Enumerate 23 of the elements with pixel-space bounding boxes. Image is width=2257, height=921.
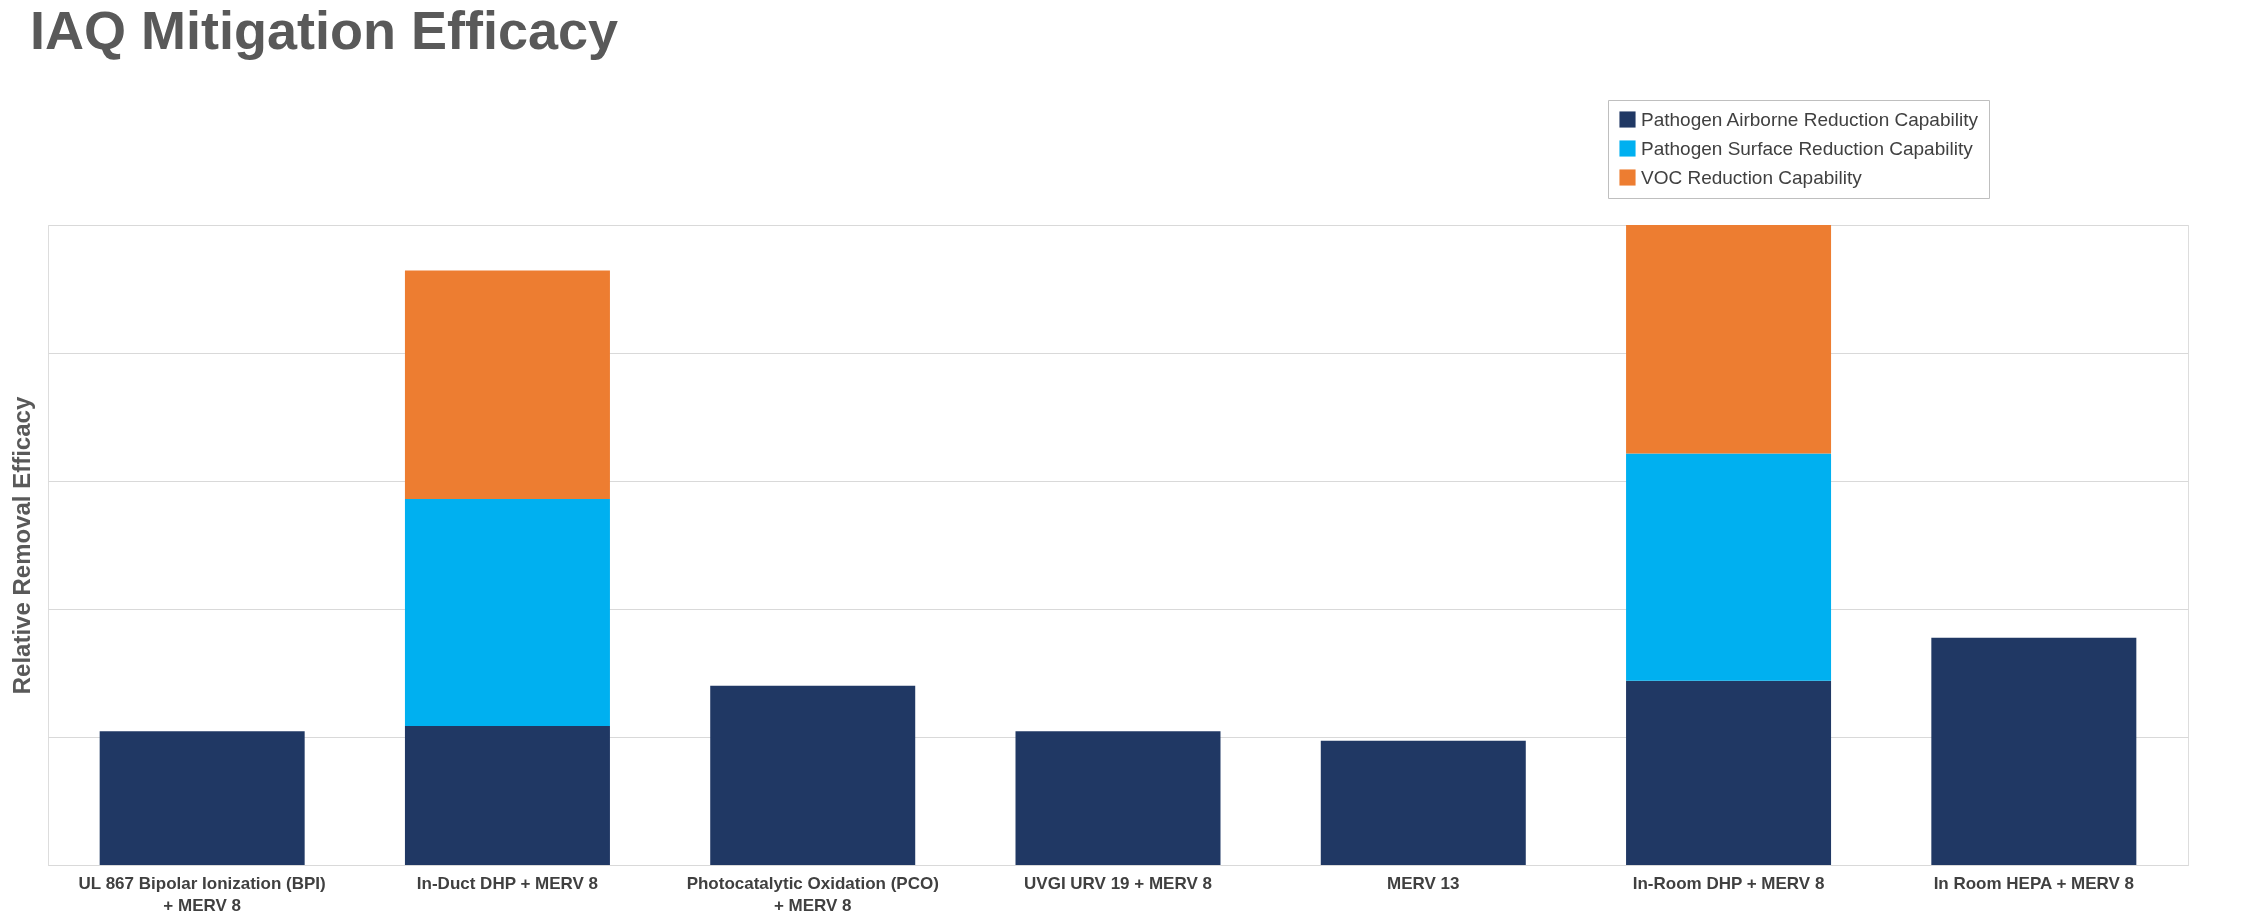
bar [404,726,610,865]
x-tick-label: MERV 13 [1387,873,1460,893]
x-tick-label: UL 867 Bipolar Ionization (BPI) + MERV 8 [78,873,326,915]
bar [404,498,610,727]
legend-label: Pathogen Airborne Reduction Capability [1641,108,1979,130]
legend-label: VOC Reduction Capability [1641,166,1863,188]
bar [99,731,305,865]
x-tick-label: Photocatalytic Oxidation (PCO) + MERV 8 [686,873,939,915]
legend-label: Pathogen Surface Reduction Capability [1641,137,1974,159]
bar [710,685,916,865]
x-tick-label: In-Duct DHP + MERV 8 [416,873,599,893]
bar [404,270,610,499]
bar [1626,680,1832,865]
bar [1626,453,1832,681]
bar [1626,225,1832,454]
bar [1320,740,1526,865]
chart-title: IAQ Mitigation Efficacy [30,0,619,60]
bar [1931,637,2137,865]
y-axis-title: Relative Removal Efficacy [7,396,35,695]
x-tick-label: UVGI URV 19 + MERV 8 [1024,873,1212,893]
bar [1015,731,1221,865]
x-tick-label: In-Room DHP + MERV 8 [1632,873,1825,893]
x-tick-label: In Room HEPA + MERV 8 [1933,873,2135,893]
